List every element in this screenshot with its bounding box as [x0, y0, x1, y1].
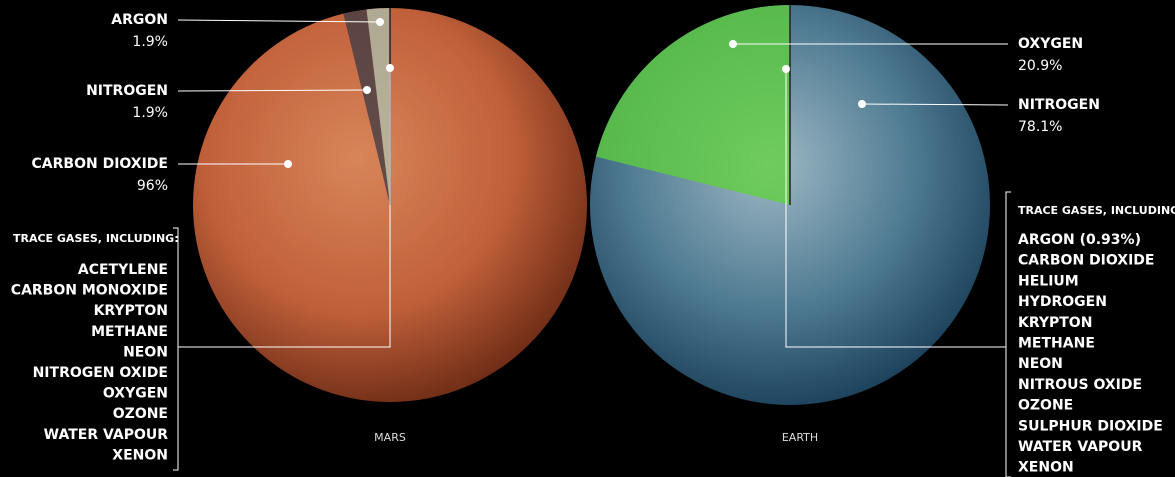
planet-name: MARS — [374, 431, 406, 444]
gas-percent: 96% — [137, 178, 168, 194]
trace-gas: HYDROGEN — [1018, 294, 1107, 310]
leader-dot — [376, 18, 384, 26]
leader-line — [861, 103, 1009, 106]
trace-leader — [785, 69, 1006, 348]
trace-gas: KRYPTON — [1018, 315, 1092, 331]
trace-gas: HELIUM — [1018, 273, 1079, 289]
trace-gas: METHANE — [1018, 336, 1095, 352]
leader-dot — [729, 40, 737, 48]
gas-name: OXYGEN — [1018, 36, 1083, 52]
trace-gas: OXYGEN — [103, 386, 168, 402]
trace-gas: KRYPTON — [94, 303, 168, 319]
trace-gas: NITROGEN OXIDE — [33, 365, 168, 381]
pie-wedge — [595, 5, 790, 205]
gas-name: NITROGEN — [1018, 97, 1100, 113]
leader-line — [177, 19, 381, 23]
pie-wedge — [366, 8, 390, 205]
leader-dot — [858, 100, 866, 108]
trace-gas: METHANE — [91, 324, 168, 340]
gas-name: NITROGEN — [86, 83, 168, 99]
trace-gas: OZONE — [1018, 398, 1073, 414]
leader-line — [177, 89, 368, 92]
trace-gas: XENON — [112, 447, 168, 463]
trace-heading: TRACE GASES, INCLUDING: — [1018, 204, 1175, 217]
trace-gas: NEON — [1018, 356, 1063, 372]
trace-gas: ARGON (0.93%) — [1018, 232, 1141, 248]
leader-dot — [363, 86, 371, 94]
gas-name: CARBON DIOXIDE — [32, 156, 168, 172]
labels: ARGON 1.9% NITROGEN 1.9% CARBON DIOXIDE 96% TR… — [11, 12, 1175, 477]
bracket — [173, 227, 179, 471]
trace-gas: WATER VAPOUR — [1018, 439, 1143, 455]
gas-name: ARGON — [111, 12, 168, 28]
trace-gas: WATER VAPOUR — [44, 427, 169, 443]
trace-gas: XENON — [1018, 460, 1074, 476]
trace-gas: ACETYLENE — [78, 262, 168, 278]
trace-gas: SULPHUR DIOXIDE — [1018, 418, 1163, 434]
gas-percent: 78.1% — [1018, 119, 1062, 135]
trace-leader — [178, 68, 391, 348]
trace-gas: NITROUS OXIDE — [1018, 377, 1142, 393]
leader-dot — [782, 65, 790, 73]
bracket — [1005, 191, 1011, 477]
leader-dot — [284, 160, 292, 168]
trace-gas: CARBON MONOXIDE — [11, 283, 168, 299]
wedges — [343, 5, 791, 205]
trace-heading: TRACE GASES, INCLUDING: — [13, 232, 179, 245]
leader-dot — [386, 64, 394, 72]
trace-gas: NEON — [123, 344, 168, 360]
planet-name: EARTH — [782, 431, 818, 444]
gas-percent: 1.9% — [132, 34, 168, 50]
trace-gas: OZONE — [113, 406, 168, 422]
gas-percent: 20.9% — [1018, 58, 1062, 74]
trace-gas: CARBON DIOXIDE — [1018, 253, 1154, 269]
gas-percent: 1.9% — [132, 105, 168, 121]
pie-wedge — [343, 9, 390, 205]
